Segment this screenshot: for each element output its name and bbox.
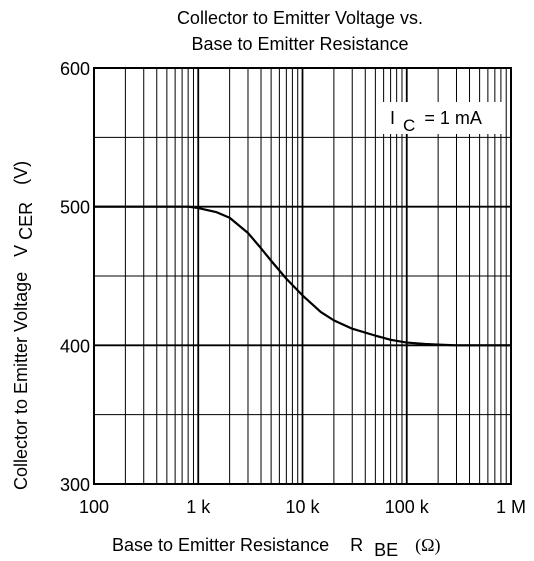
x-axis-label-symbol: R (350, 535, 363, 555)
chart-title-line-2: Base to Emitter Resistance (191, 34, 408, 54)
y-tick-label: 500 (60, 198, 90, 218)
x-tick-label: 100 (79, 497, 109, 517)
x-tick-label: 1 M (496, 497, 526, 517)
x-axis-label-main: Base to Emitter Resistance (112, 535, 329, 555)
x-axis-label-unit: (Ω) (415, 535, 440, 556)
y-axis-label-symbol: V (11, 245, 31, 257)
plot-frame (93, 67, 512, 485)
x-tick-label: 100 k (385, 497, 430, 517)
y-axis-label-subscript: CER (16, 202, 36, 240)
x-axis-label-subscript: BE (374, 540, 398, 560)
x-axis-label: Base to Emitter Resistance R BE (Ω) (112, 535, 441, 560)
x-tick-label: 10 k (285, 497, 320, 517)
annotation-symbol: I (390, 108, 395, 128)
y-axis-label-main: Collector to Emitter Voltage (11, 272, 31, 490)
y-tick-label: 600 (60, 59, 90, 79)
annotation-rest: = 1 mA (424, 108, 482, 128)
data-series-line (92, 205, 513, 347)
y-tick-label: 400 (60, 336, 90, 356)
annotation-current: I C = 1 mA (390, 108, 482, 135)
annotation-background (379, 102, 503, 134)
tick-labels: 100 1 k 10 k 100 k 1 M 300 400 500 600 (60, 59, 526, 517)
annotation-subscript: C (403, 116, 415, 135)
y-tick-label: 300 (60, 475, 90, 495)
chart-title-line-1: Collector to Emitter Voltage vs. (177, 8, 423, 28)
x-tick-label: 1 k (186, 497, 211, 517)
series-layer (92, 205, 513, 347)
y-axis-label: Collector to Emitter Voltage V CER (V) (11, 161, 36, 490)
y-axis-label-unit: (V) (11, 161, 31, 185)
